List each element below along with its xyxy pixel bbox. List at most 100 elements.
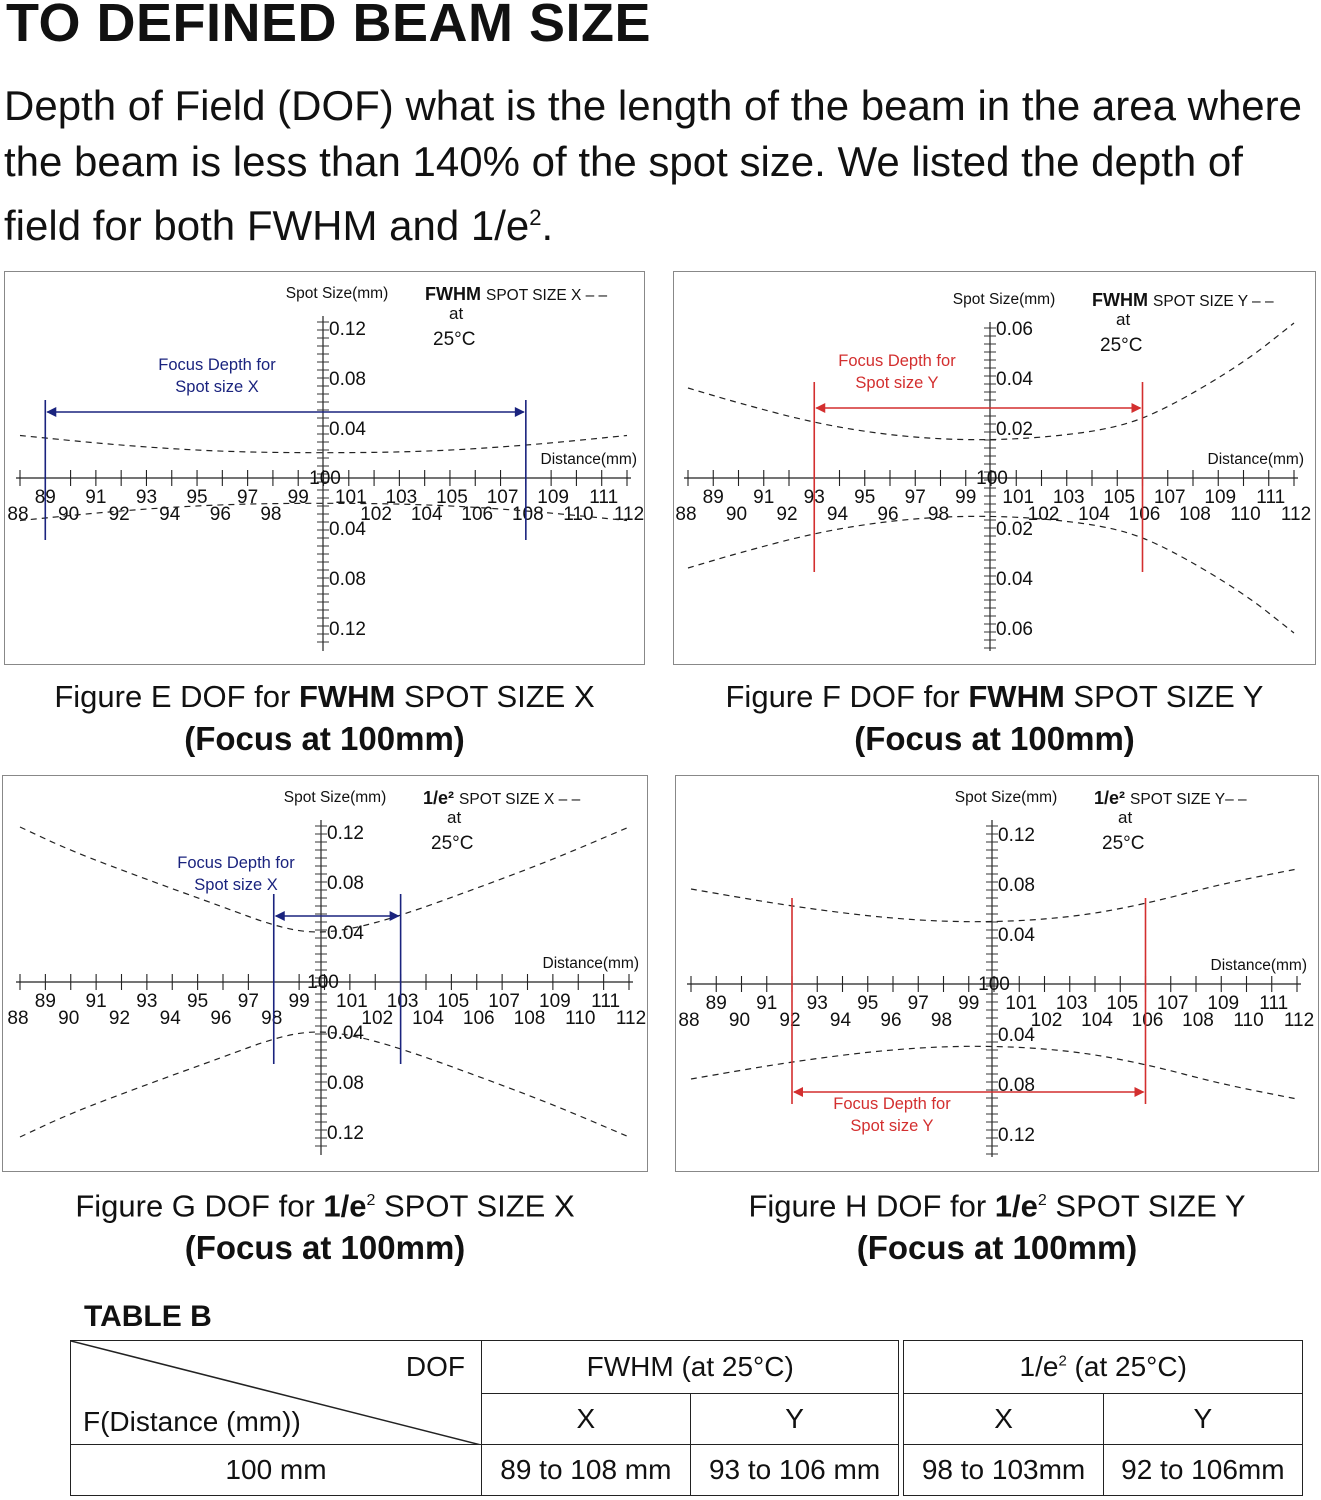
dof-arrowhead-left-h xyxy=(793,1087,803,1097)
y-tick-label-h: 0.12 xyxy=(998,825,1035,846)
focus-depth-label-e: Focus Depth for xyxy=(158,356,276,374)
y-tick-label-f: 0.02 xyxy=(996,519,1033,540)
y-axis-title-g: Spot Size(mm) xyxy=(284,789,387,806)
x-tick-label-g: 88 xyxy=(7,1008,28,1029)
cell-1e2-x: 98 to 103mm xyxy=(903,1444,1104,1496)
x-tick-label-g: 99 xyxy=(289,991,310,1012)
x-tick-label-g: 98 xyxy=(261,1008,282,1029)
x-tick-label-g: 111 xyxy=(591,991,620,1012)
x-tick-label-e: 111 xyxy=(589,487,618,508)
x-tick-label-g: 102 xyxy=(361,1008,393,1029)
x-axis-title-f: Distance(mm) xyxy=(1208,451,1304,468)
legend-bold-e: FWHM xyxy=(425,284,486,304)
dof-arrowhead-right-g xyxy=(389,911,400,921)
x-tick-label-g: 93 xyxy=(136,991,157,1012)
caption-f-bold: FWHM xyxy=(968,679,1065,714)
x-tick-label-f: 95 xyxy=(854,487,875,508)
x-tick-label-h: 90 xyxy=(729,1010,750,1031)
y-tick-label-e: 0.12 xyxy=(329,319,366,340)
caption-e-focus: (Focus at 100mm) xyxy=(184,720,465,757)
caption-g-focus: (Focus at 100mm) xyxy=(184,1229,466,1267)
legend-temp-g: 25°C xyxy=(431,833,473,854)
x-tick-label-f: 96 xyxy=(877,504,898,525)
legend-f: FWHM SPOT SIZE Y – – xyxy=(1092,290,1274,310)
x-tick-label-e: 94 xyxy=(159,504,181,525)
dof-arrowhead-right-h xyxy=(1134,1087,1145,1097)
origin-label-f: 100 xyxy=(976,468,1008,489)
intro-paragraph: Depth of Field (DOF) what is the length … xyxy=(4,78,1319,254)
x-tick-label-h: 111 xyxy=(1259,993,1288,1014)
chart-panel-figure-f: 88 89 90 91 92 93 94 95 96 97 98 99 101 102 103 104 105 1… xyxy=(673,271,1316,665)
caption-f-pre: Figure F DOF for xyxy=(725,679,969,714)
focus-depth-label-f: Spot size Y xyxy=(855,374,938,392)
y-tick-label-h: 0.08 xyxy=(998,875,1035,896)
chart-panel-figure-h: 88 89 90 91 92 93 94 95 96 97 98 99 101 102 103 104 105 1… xyxy=(675,775,1319,1172)
y-tick-label-e: 0.04 xyxy=(329,519,366,540)
x-tick-label-h: 101 xyxy=(1005,993,1037,1014)
intro-end: . xyxy=(541,202,554,249)
x-tick-label-g: 97 xyxy=(238,991,259,1012)
y-axis-title-e: Spot Size(mm) xyxy=(286,285,389,302)
header-1e2: 1/e2 (at 25°C) xyxy=(903,1340,1303,1394)
caption-figure-g: Figure G DOF for 1/e2 SPOT SIZE X (Focus… xyxy=(2,1180,648,1269)
focus-depth-label-g: Focus Depth for xyxy=(177,854,295,872)
x-axis-title-e: Distance(mm) xyxy=(541,451,637,468)
x-tick-label-f: 97 xyxy=(905,487,926,508)
x-tick-label-f: 110 xyxy=(1230,504,1260,525)
x-tick-label-h: 89 xyxy=(706,993,727,1014)
intro-text: Depth of Field (DOF) what is the length … xyxy=(4,82,1303,249)
x-tick-label-g: 104 xyxy=(412,1008,444,1029)
x-tick-label-e: 105 xyxy=(436,487,468,508)
caption-e-pre: Figure E DOF for xyxy=(54,679,299,714)
x-tick-label-h: 102 xyxy=(1031,1010,1063,1031)
x-tick-label-e: 106 xyxy=(461,504,493,525)
x-tick-label-e: 103 xyxy=(386,487,418,508)
header-1e2-post: (at 25°C) xyxy=(1066,1351,1187,1382)
x-tick-label-g: 91 xyxy=(86,991,107,1012)
header-fwhm: FWHM (at 25°C) xyxy=(480,1340,900,1394)
x-tick-label-h: 98 xyxy=(931,1010,952,1031)
legend-at-e: at xyxy=(449,304,463,323)
x-tick-label-g: 103 xyxy=(387,991,419,1012)
focus-depth-label-f: Focus Depth for xyxy=(838,352,956,370)
intro-superscript: 2 xyxy=(529,205,542,230)
legend-temp-f: 25°C xyxy=(1100,335,1142,356)
x-tick-label-h: 91 xyxy=(756,993,777,1014)
dof-arrowhead-right-e xyxy=(514,407,525,417)
cell-1e2-y: 92 to 106mm xyxy=(1102,1444,1304,1496)
caption-h-sup: 2 xyxy=(1037,1192,1047,1209)
dof-arrowhead-left-f xyxy=(815,403,826,413)
x-tick-label-h: 104 xyxy=(1081,1010,1113,1031)
x-tick-label-e: 97 xyxy=(237,487,258,508)
y-tick-label-f: 0.06 xyxy=(996,619,1033,640)
x-tick-label-g: 90 xyxy=(58,1008,79,1029)
x-tick-label-f: 106 xyxy=(1129,504,1161,525)
caption-g-bold: 1/e xyxy=(323,1188,367,1224)
x-tick-label-h: 95 xyxy=(857,993,878,1014)
origin-label-e: 100 xyxy=(309,468,341,489)
x-tick-label-e: 91 xyxy=(85,487,106,508)
x-tick-label-e: 99 xyxy=(288,487,309,508)
legend-e: FWHM SPOT SIZE X – – xyxy=(425,284,608,304)
focus-depth-label-g: Spot size X xyxy=(194,876,277,894)
x-tick-label-h: 99 xyxy=(958,993,979,1014)
x-tick-label-f: 112 xyxy=(1281,504,1311,525)
y-tick-label-g: 0.04 xyxy=(327,1023,364,1044)
beam-curve-lower-f xyxy=(687,515,1295,634)
x-tick-label-f: 89 xyxy=(703,487,724,508)
x-tick-label-h: 107 xyxy=(1157,993,1189,1014)
x-tick-label-h: 108 xyxy=(1182,1010,1214,1031)
caption-e-post: SPOT SIZE X xyxy=(395,679,595,714)
x-tick-label-f: 101 xyxy=(1002,487,1034,508)
x-tick-label-g: 112 xyxy=(616,1008,646,1029)
caption-h-bold: 1/e xyxy=(994,1188,1038,1224)
x-tick-label-f: 98 xyxy=(928,504,949,525)
legend-rest-h: SPOT SIZE Y– – xyxy=(1130,791,1247,808)
legend-temp-e: 25°C xyxy=(433,329,475,350)
x-tick-label-h: 96 xyxy=(880,1010,901,1031)
x-tick-label-e: 93 xyxy=(136,487,157,508)
caption-f-focus: (Focus at 100mm) xyxy=(854,720,1135,757)
x-tick-label-h: 97 xyxy=(908,993,929,1014)
beam-curve-upper-g xyxy=(19,826,630,933)
